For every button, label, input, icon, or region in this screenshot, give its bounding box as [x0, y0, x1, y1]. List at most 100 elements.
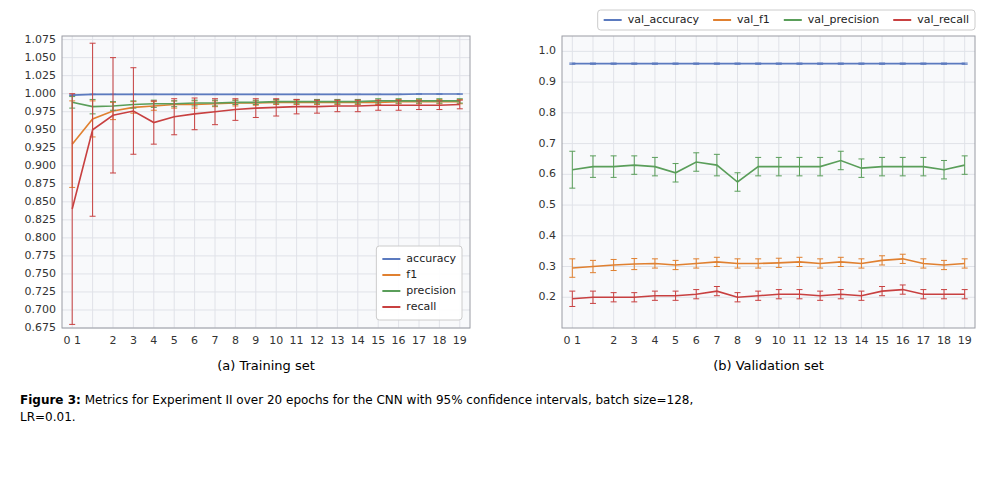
- tick-label-x: 10: [269, 334, 283, 347]
- grid-line-y: [62, 111, 470, 112]
- tick-label-x: 14: [351, 334, 365, 347]
- error-bar: [590, 156, 596, 178]
- grid-line-x: [799, 36, 800, 328]
- error-bar: [396, 100, 402, 110]
- grid-line-y: [62, 57, 470, 58]
- error-bar: [673, 164, 679, 182]
- legend-item: val_f1: [713, 13, 770, 26]
- legend-background: [598, 10, 975, 30]
- tick-label-y: 0.875: [25, 177, 57, 190]
- error-bar: [879, 157, 885, 175]
- error-bar: [776, 63, 782, 64]
- legend-swatch: [382, 274, 400, 276]
- legend-swatch: [713, 19, 731, 21]
- chart-root: 0.6750.7000.7250.7500.7750.8000.8250.850…: [0, 0, 994, 480]
- error-bar: [69, 94, 75, 325]
- tick-label-x: 4: [651, 334, 658, 347]
- error-bar: [652, 291, 658, 300]
- legend-item: f1: [382, 268, 417, 281]
- error-bar: [611, 63, 617, 64]
- grid-line-x: [923, 36, 924, 328]
- error-bar: [838, 151, 844, 169]
- tick-label-x: 10: [772, 334, 786, 347]
- plot-background: [562, 36, 975, 328]
- tick-label-x: 9: [755, 334, 762, 347]
- tick-label-y: 1.0: [539, 44, 557, 57]
- grid-line-x: [654, 36, 655, 328]
- grid-line-y: [562, 235, 975, 236]
- tick-label-y: 0.825: [25, 213, 57, 226]
- error-bar: [171, 94, 177, 95]
- error-bar: [611, 156, 617, 178]
- tick-label-x: 0 1: [564, 334, 582, 347]
- tick-label-y: 1.050: [25, 51, 57, 64]
- caption: Figure 3: Metrics for Experiment II over…: [20, 393, 693, 424]
- caption-part: Figure 3:: [20, 393, 81, 407]
- error-bar: [253, 94, 259, 95]
- error-bar: [941, 160, 947, 178]
- error-bar: [693, 259, 699, 268]
- error-bar: [714, 257, 720, 266]
- error-bar: [693, 153, 699, 171]
- tick-label-y: 0.675: [25, 321, 57, 334]
- tick-label-x: 8: [232, 334, 239, 347]
- tick-label-x: 7: [212, 334, 219, 347]
- legend-label: val_accuracy: [628, 13, 700, 26]
- grid-line-x: [882, 36, 883, 328]
- grid-line-y: [562, 51, 975, 52]
- tick-label-y: 0.925: [25, 141, 57, 154]
- error-bar: [652, 63, 658, 64]
- tick-label-x: 5: [672, 334, 679, 347]
- grid-line-y: [62, 39, 470, 40]
- legend-swatch: [604, 19, 622, 21]
- tick-label-x: 5: [171, 334, 178, 347]
- tick-label-y: 1.075: [25, 33, 57, 46]
- error-bar: [436, 93, 442, 94]
- error-bar: [920, 157, 926, 175]
- tick-label-x: 14: [854, 334, 868, 347]
- grid-line-x: [861, 36, 862, 328]
- error-bar: [941, 63, 947, 64]
- error-bar: [838, 290, 844, 299]
- tick-label-x: 13: [834, 334, 848, 347]
- error-bar: [796, 257, 802, 266]
- legend: accuracyf1precisionrecall: [376, 246, 462, 320]
- tick-label-x: 3: [631, 334, 638, 347]
- error-bar: [755, 291, 761, 300]
- error-bar: [631, 259, 637, 270]
- error-bar: [776, 258, 782, 267]
- legend-label: val_f1: [737, 13, 770, 26]
- grid-line-x: [296, 36, 297, 328]
- tick-label-x: 8: [734, 334, 741, 347]
- grid-line-y: [62, 219, 470, 220]
- legend-label: val_recall: [917, 13, 969, 26]
- grid-line-y: [62, 165, 470, 166]
- grid-line-x: [153, 36, 154, 328]
- legend-swatch: [784, 19, 802, 21]
- error-bar: [436, 101, 442, 110]
- grid-line-y: [62, 129, 470, 130]
- legend-swatch: [382, 306, 400, 308]
- grid-line-x: [215, 36, 216, 328]
- axis-label-x: (a) Training set: [217, 358, 315, 373]
- error-bar: [375, 94, 381, 95]
- tick-label-x: 19: [453, 334, 467, 347]
- legend-background: [376, 246, 462, 320]
- error-bar: [294, 99, 300, 113]
- tick-label-x: 0 1: [63, 334, 81, 347]
- grid-line-x: [255, 36, 256, 328]
- tick-label-y: 0.950: [25, 123, 57, 136]
- grid-line-y: [62, 201, 470, 202]
- grid-line-x: [174, 36, 175, 328]
- tick-label-y: 0.975: [25, 105, 57, 118]
- error-bar: [334, 94, 340, 95]
- series-line: [572, 160, 964, 182]
- grid-line-x: [194, 36, 195, 328]
- error-bar: [735, 259, 741, 268]
- panel: 0.20.30.40.50.60.70.80.91.00 12345678910…: [539, 10, 976, 373]
- tick-label-y: 0.2: [539, 290, 557, 303]
- tick-label-y: 0.8: [539, 106, 557, 119]
- tick-label-x: 16: [392, 334, 406, 347]
- error-bar: [879, 63, 885, 64]
- grid-line-x: [716, 36, 717, 328]
